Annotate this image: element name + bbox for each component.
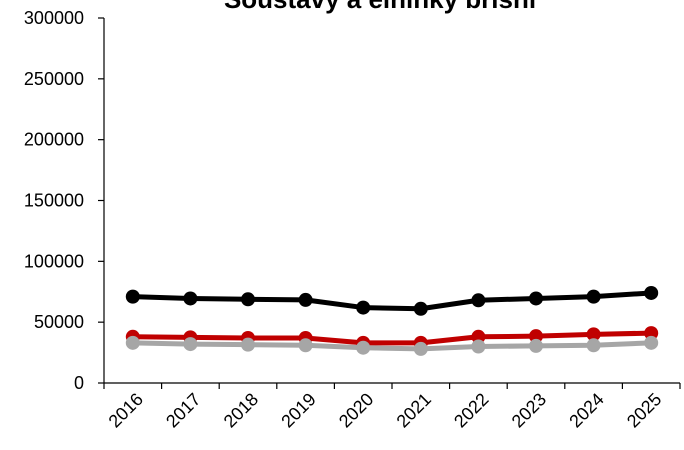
data-point <box>644 335 659 350</box>
x-tick-label: 2020 <box>335 389 377 431</box>
series-line <box>130 290 654 312</box>
x-tick-label: 2019 <box>277 389 319 431</box>
y-tick-label: 300000 <box>24 8 84 28</box>
data-point <box>529 338 543 353</box>
data-point <box>241 337 255 352</box>
data-point <box>413 301 428 316</box>
data-point <box>586 327 601 342</box>
x-tick-label: 2016 <box>105 389 147 431</box>
data-point <box>586 338 601 353</box>
data-point <box>125 335 140 350</box>
data-point <box>644 326 659 341</box>
series-line <box>130 330 654 346</box>
y-tick-label: 200000 <box>24 130 84 150</box>
series-3 <box>125 335 659 356</box>
data-point <box>356 300 371 315</box>
y-tick-label: 50000 <box>34 312 84 332</box>
y-tick-label: 250000 <box>24 69 84 89</box>
x-tick-label: 2021 <box>393 389 435 431</box>
data-point <box>471 339 486 354</box>
data-point <box>471 293 486 308</box>
data-point <box>413 341 428 356</box>
chart-title: Soustavy a elninky břišní <box>224 0 537 14</box>
data-point <box>471 329 486 344</box>
x-tick-label: 2022 <box>450 389 492 431</box>
data-point <box>125 289 140 304</box>
x-tick-label: 2017 <box>162 389 204 431</box>
data-point <box>356 340 371 355</box>
series-1 <box>125 285 659 316</box>
x-tick-label: 2018 <box>220 389 262 431</box>
data-point <box>183 291 198 306</box>
x-tick-label: 2024 <box>565 389 607 431</box>
data-point <box>298 338 313 353</box>
series-line <box>130 340 654 352</box>
y-axis: 0 50000 100000 150000 200000 250000 300000 <box>24 8 105 393</box>
data-point <box>183 337 198 352</box>
y-tick-label: 0 <box>74 373 84 393</box>
x-tick-label: 2023 <box>508 389 550 431</box>
data-point <box>241 292 255 307</box>
x-axis: 2016 2017 2018 2019 2020 2021 2022 2023 2024 2025 <box>103 382 681 432</box>
y-tick-label: 150000 <box>24 191 84 211</box>
data-point <box>298 292 313 307</box>
x-tick-label: 2025 <box>623 389 665 431</box>
data-point <box>529 329 543 344</box>
y-tick-label: 100000 <box>24 251 84 271</box>
series-group <box>125 285 659 356</box>
data-point <box>644 285 659 300</box>
data-point <box>586 289 601 304</box>
data-point <box>529 291 543 306</box>
